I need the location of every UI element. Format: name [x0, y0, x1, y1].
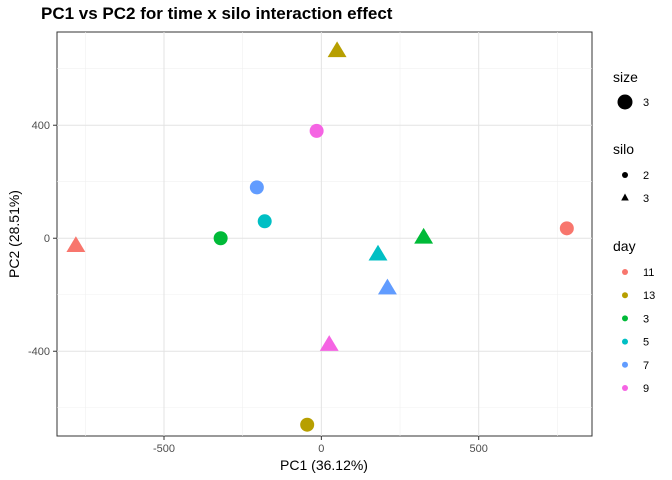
y-axis-title: PC2 (28.51%) — [6, 190, 22, 278]
legend-day-entries: 11 13 3 5 7 9 — [622, 267, 655, 395]
data-point-triangle — [377, 278, 397, 295]
legend-size-title: size — [613, 69, 638, 85]
x-tick-label: 500 — [470, 443, 488, 455]
legend-day-label: 13 — [643, 290, 655, 302]
data-point-triangle — [66, 236, 86, 253]
data-point-triangle — [368, 244, 388, 261]
legend-day-key — [622, 269, 628, 275]
data-point-triangle — [414, 227, 434, 244]
data-point-triangle — [319, 335, 339, 351]
data-point-circle — [249, 180, 264, 195]
y-tick-label: 400 — [32, 120, 50, 132]
y-axis-ticks: -400 0 400 — [28, 120, 57, 358]
data-point-circle — [309, 123, 324, 138]
legend-day-label: 5 — [643, 337, 649, 349]
legend-day-key — [622, 292, 628, 299]
legend-silo-title: silo — [613, 141, 634, 157]
legend-silo-triangle-key — [621, 193, 629, 201]
y-tick-label: -400 — [28, 346, 50, 358]
legend-day-key — [622, 315, 628, 322]
legend-day-key — [622, 338, 628, 345]
x-axis-ticks: -500 0 500 — [153, 436, 488, 455]
legend-size-key — [617, 94, 633, 110]
legend-size-label: 3 — [643, 97, 649, 109]
legend-day-key — [622, 361, 628, 368]
legend-day-title: day — [613, 238, 636, 254]
data-point-circle — [300, 417, 315, 432]
legend-silo-label-2: 2 — [643, 170, 649, 182]
plot-panel — [56, 31, 593, 437]
data-points — [66, 41, 574, 432]
chart-title: PC1 vs PC2 for time x silo interaction e… — [41, 4, 393, 23]
legend-day-label: 3 — [643, 313, 649, 325]
data-point-circle — [213, 231, 228, 246]
legend-silo-circle-key — [622, 172, 628, 178]
legend-day-label: 11 — [643, 267, 654, 279]
data-point-circle — [257, 214, 272, 229]
data-point-triangle — [327, 41, 347, 58]
y-tick-label: 0 — [44, 233, 50, 245]
x-tick-label: 0 — [318, 443, 324, 455]
legend-day-label: 9 — [643, 383, 649, 395]
x-axis-title: PC1 (36.12%) — [280, 457, 368, 473]
grid-lines — [57, 32, 592, 436]
legend: size 3 silo 2 3 day 11 13 3 5 7 9 — [613, 69, 655, 395]
x-tick-label: -500 — [153, 443, 175, 455]
legend-day-key — [622, 385, 628, 391]
legend-day-label: 7 — [643, 360, 649, 372]
legend-silo-label-3: 3 — [643, 193, 649, 205]
data-point-circle — [559, 221, 574, 236]
